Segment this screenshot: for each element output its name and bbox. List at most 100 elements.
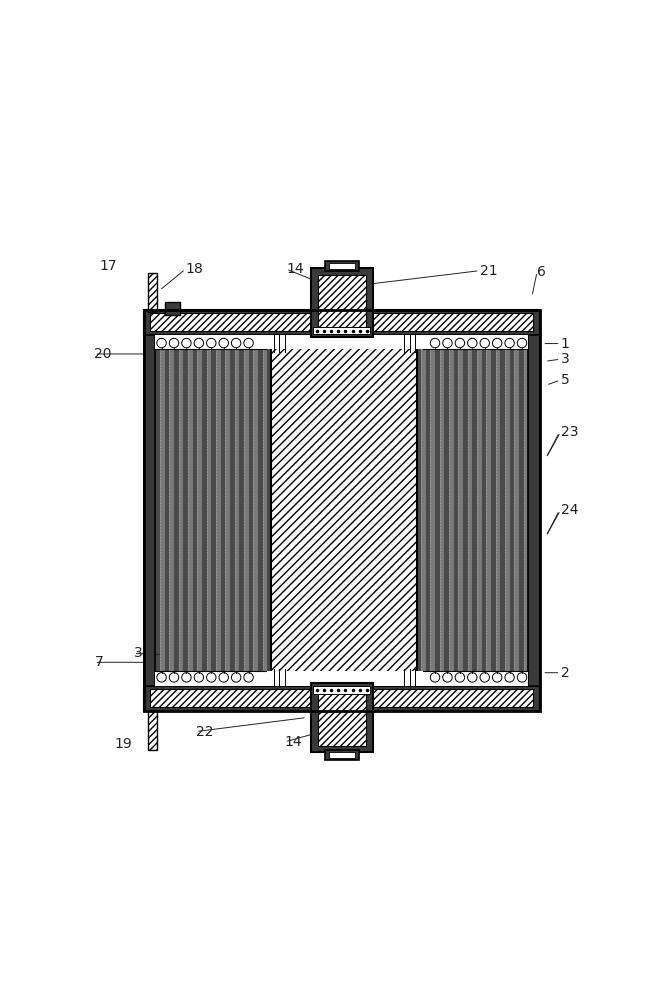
Bar	[290, 335, 295, 686]
Bar	[435, 335, 439, 686]
Bar	[351, 335, 355, 686]
Text: 14: 14	[286, 262, 304, 276]
Bar	[417, 335, 421, 686]
Bar	[384, 335, 388, 686]
Bar	[148, 711, 157, 750]
Bar	[155, 335, 160, 686]
Bar	[407, 335, 412, 686]
Bar	[272, 335, 277, 686]
Bar	[220, 335, 225, 686]
Bar	[160, 335, 165, 686]
Bar	[333, 335, 337, 686]
Bar	[355, 335, 360, 686]
Bar	[342, 335, 347, 686]
Bar	[211, 335, 216, 686]
Bar	[370, 335, 374, 686]
Bar	[281, 335, 286, 686]
Text: 2: 2	[560, 666, 569, 680]
Text: 24: 24	[560, 503, 578, 517]
Bar	[150, 313, 534, 331]
Bar	[393, 335, 398, 686]
Bar	[318, 690, 366, 746]
Text: 1: 1	[560, 337, 569, 351]
Bar	[267, 335, 272, 686]
Bar	[155, 671, 528, 686]
Bar	[365, 335, 370, 686]
Bar	[482, 335, 487, 686]
Bar	[472, 335, 477, 686]
Bar	[144, 686, 540, 711]
Text: 34: 34	[134, 646, 151, 660]
Bar	[258, 335, 263, 686]
Bar	[360, 335, 365, 686]
Bar	[286, 335, 290, 686]
Bar	[487, 335, 491, 686]
Bar	[310, 683, 373, 752]
Text: 23: 23	[560, 425, 578, 439]
Bar	[500, 335, 505, 686]
Text: 14: 14	[284, 735, 302, 749]
Bar	[329, 263, 355, 269]
Bar	[329, 752, 355, 758]
Bar	[454, 335, 458, 686]
Bar	[230, 335, 235, 686]
Bar	[150, 689, 534, 707]
Bar	[463, 335, 468, 686]
Text: 20: 20	[94, 347, 112, 361]
Bar	[193, 335, 198, 686]
Bar	[325, 261, 359, 271]
Bar	[323, 335, 328, 686]
Bar	[519, 335, 523, 686]
Bar	[183, 335, 188, 686]
Bar	[225, 335, 230, 686]
Bar	[458, 335, 463, 686]
Bar	[155, 335, 528, 349]
Bar	[388, 335, 393, 686]
Bar	[277, 335, 281, 686]
Bar	[144, 310, 540, 335]
Bar	[202, 335, 206, 686]
Bar	[216, 335, 220, 686]
Bar	[425, 335, 430, 686]
Bar	[439, 335, 444, 686]
Bar	[313, 686, 370, 694]
Text: 17: 17	[99, 259, 117, 273]
Text: 22: 22	[196, 725, 214, 739]
Text: 5: 5	[560, 373, 569, 387]
Bar	[514, 335, 519, 686]
Text: 3: 3	[560, 352, 569, 366]
Bar	[253, 335, 258, 686]
Bar	[309, 335, 314, 686]
Bar	[523, 335, 528, 686]
Bar	[374, 335, 379, 686]
Text: 18: 18	[185, 262, 204, 276]
Bar	[179, 335, 183, 686]
Text: 21: 21	[480, 264, 497, 278]
Bar	[239, 335, 244, 686]
Bar	[505, 335, 509, 686]
Bar	[271, 335, 417, 686]
Text: 6: 6	[537, 265, 546, 279]
Bar	[328, 335, 333, 686]
Bar	[337, 335, 342, 686]
Bar	[509, 335, 514, 686]
Text: 7: 7	[94, 655, 103, 669]
Text: 19: 19	[114, 737, 132, 751]
Bar	[235, 335, 239, 686]
Bar	[310, 268, 373, 337]
Bar	[304, 335, 309, 686]
Bar	[300, 335, 304, 686]
Bar	[491, 335, 496, 686]
Bar	[318, 275, 366, 331]
Bar	[379, 335, 384, 686]
Bar	[403, 335, 407, 686]
Bar	[206, 335, 211, 686]
Bar	[449, 335, 454, 686]
Bar	[528, 335, 540, 686]
Bar	[398, 335, 403, 686]
Bar	[174, 335, 179, 686]
Bar	[244, 335, 249, 686]
Bar	[496, 335, 500, 686]
Bar	[314, 335, 319, 686]
Bar	[263, 335, 267, 686]
